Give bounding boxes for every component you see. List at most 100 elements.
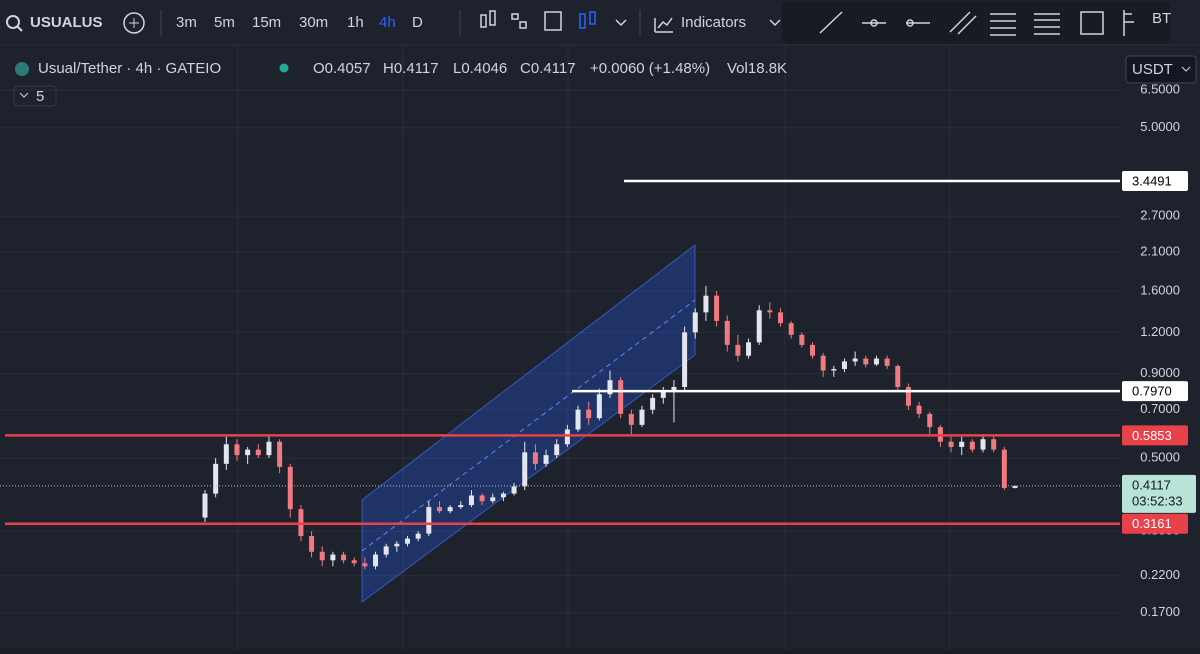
candle-body (724, 320, 730, 345)
candle-body (841, 361, 847, 369)
regression-channel[interactable] (361, 243, 696, 603)
legend-volume: Vol18.8K (727, 60, 787, 77)
candle-body (756, 310, 762, 343)
level-label-bg (1122, 170, 1188, 191)
candle-body (596, 394, 602, 419)
candle-body (426, 507, 432, 534)
candle-body (245, 449, 251, 456)
candle-body (831, 368, 837, 371)
last-price-label: 0.4117 (1132, 477, 1171, 492)
level-label: 0.5853 (1132, 428, 1172, 443)
candle-body (309, 536, 315, 552)
candle-body (714, 295, 720, 321)
candle-body (788, 323, 794, 335)
currency-select[interactable] (1125, 55, 1197, 84)
drawing-tools[interactable] (819, 10, 1134, 36)
candle-body (341, 554, 347, 561)
candle-body (628, 413, 634, 425)
candle-body (895, 365, 901, 388)
candle-body (927, 413, 933, 428)
timeframe-button[interactable]: 5m (214, 14, 235, 31)
y-tick-label: 0.5000 (1140, 449, 1180, 464)
candle-body (799, 334, 805, 345)
candle-body (202, 493, 208, 518)
level-label-bg (1122, 425, 1188, 446)
candle-body (607, 380, 613, 395)
candle-body (586, 409, 592, 419)
candle-body (778, 312, 784, 324)
candle-body (639, 409, 645, 425)
candle-body (522, 452, 528, 487)
legend-open: O0.4057 (313, 60, 371, 77)
candle-body (532, 452, 538, 464)
drawing-toolbar (782, 2, 1170, 44)
candle-body (373, 554, 379, 567)
timeframe-button[interactable]: D (412, 14, 423, 31)
add-symbol[interactable] (123, 12, 145, 34)
candle-body (415, 533, 421, 539)
candle-body (660, 390, 666, 398)
legend-title: Usual/Tether · 4h · GATEIO (38, 60, 221, 77)
timeframe-button[interactable]: 1h (347, 14, 364, 31)
symbol-search[interactable]: USUALUS (30, 14, 103, 31)
candle-body (810, 344, 815, 356)
candle-body (1012, 485, 1018, 488)
level-label: 0.7970 (1132, 384, 1172, 399)
vertical-grid (237, 45, 951, 649)
candle-body (692, 312, 698, 333)
legend-close: C0.4117 (520, 60, 576, 77)
candle-body (543, 455, 549, 464)
candle-body (703, 295, 709, 313)
candle-body (905, 387, 911, 406)
candle-body (575, 409, 581, 430)
candle-body (405, 538, 410, 544)
candle-body (458, 505, 464, 508)
indicators-button[interactable]: Indicators (681, 14, 746, 31)
level-label: 0.3161 (1132, 516, 1172, 531)
y-tick-label: 0.2200 (1140, 567, 1180, 582)
candle-body (223, 444, 229, 464)
y-tick-label: 5.0000 (1140, 119, 1180, 134)
candle-body (319, 551, 325, 561)
y-tick-label: 1.6000 (1140, 283, 1180, 298)
candle-body (916, 405, 922, 414)
candle-body (820, 355, 826, 371)
candle-body (511, 486, 517, 494)
indicators-toggle[interactable] (13, 85, 57, 107)
y-tick-label: 0.7000 (1140, 401, 1180, 416)
legend: Usual/Tether · 4h · GATEIO O0.4057 H0.41… (13, 55, 1197, 107)
candle-body (468, 495, 474, 506)
candle-body (266, 441, 272, 456)
legend-change: +0.0060 (+1.48%) (590, 60, 710, 77)
timeframe-button[interactable]: 3m (176, 14, 197, 31)
legend-high: H0.4117 (383, 60, 439, 77)
candle-body (991, 439, 997, 450)
extra-tool[interactable]: BT (1152, 10, 1171, 27)
candle-body (980, 439, 986, 450)
candle-body (490, 497, 496, 502)
candle-body (735, 344, 741, 356)
level-label-bg (1122, 381, 1188, 402)
market-status (279, 63, 289, 73)
candle-body (767, 310, 773, 313)
candle-body (500, 493, 506, 498)
candle-body (351, 560, 357, 564)
plot (0, 179, 1120, 570)
top-toolbar: USUALUS Indicators BT 3m 5m 15m 30m 1h 4h D (6, 2, 1171, 44)
candle-body (330, 554, 336, 561)
candle-body (554, 444, 560, 456)
candle-body (863, 358, 869, 365)
candle-body (255, 449, 261, 456)
grid (0, 89, 1120, 614)
y-tick-label: 0.1700 (1140, 604, 1180, 619)
candle-body (277, 441, 283, 467)
timeframe-button[interactable]: 4h (379, 14, 396, 31)
legend-low: L0.4046 (453, 60, 507, 77)
timeframe-button[interactable]: 15m (252, 14, 281, 31)
candle-body (959, 441, 965, 447)
timeframe-button[interactable]: 30m (299, 14, 328, 31)
chart-type-icons[interactable] (480, 10, 781, 33)
y-tick-label: 1.2000 (1140, 324, 1180, 339)
